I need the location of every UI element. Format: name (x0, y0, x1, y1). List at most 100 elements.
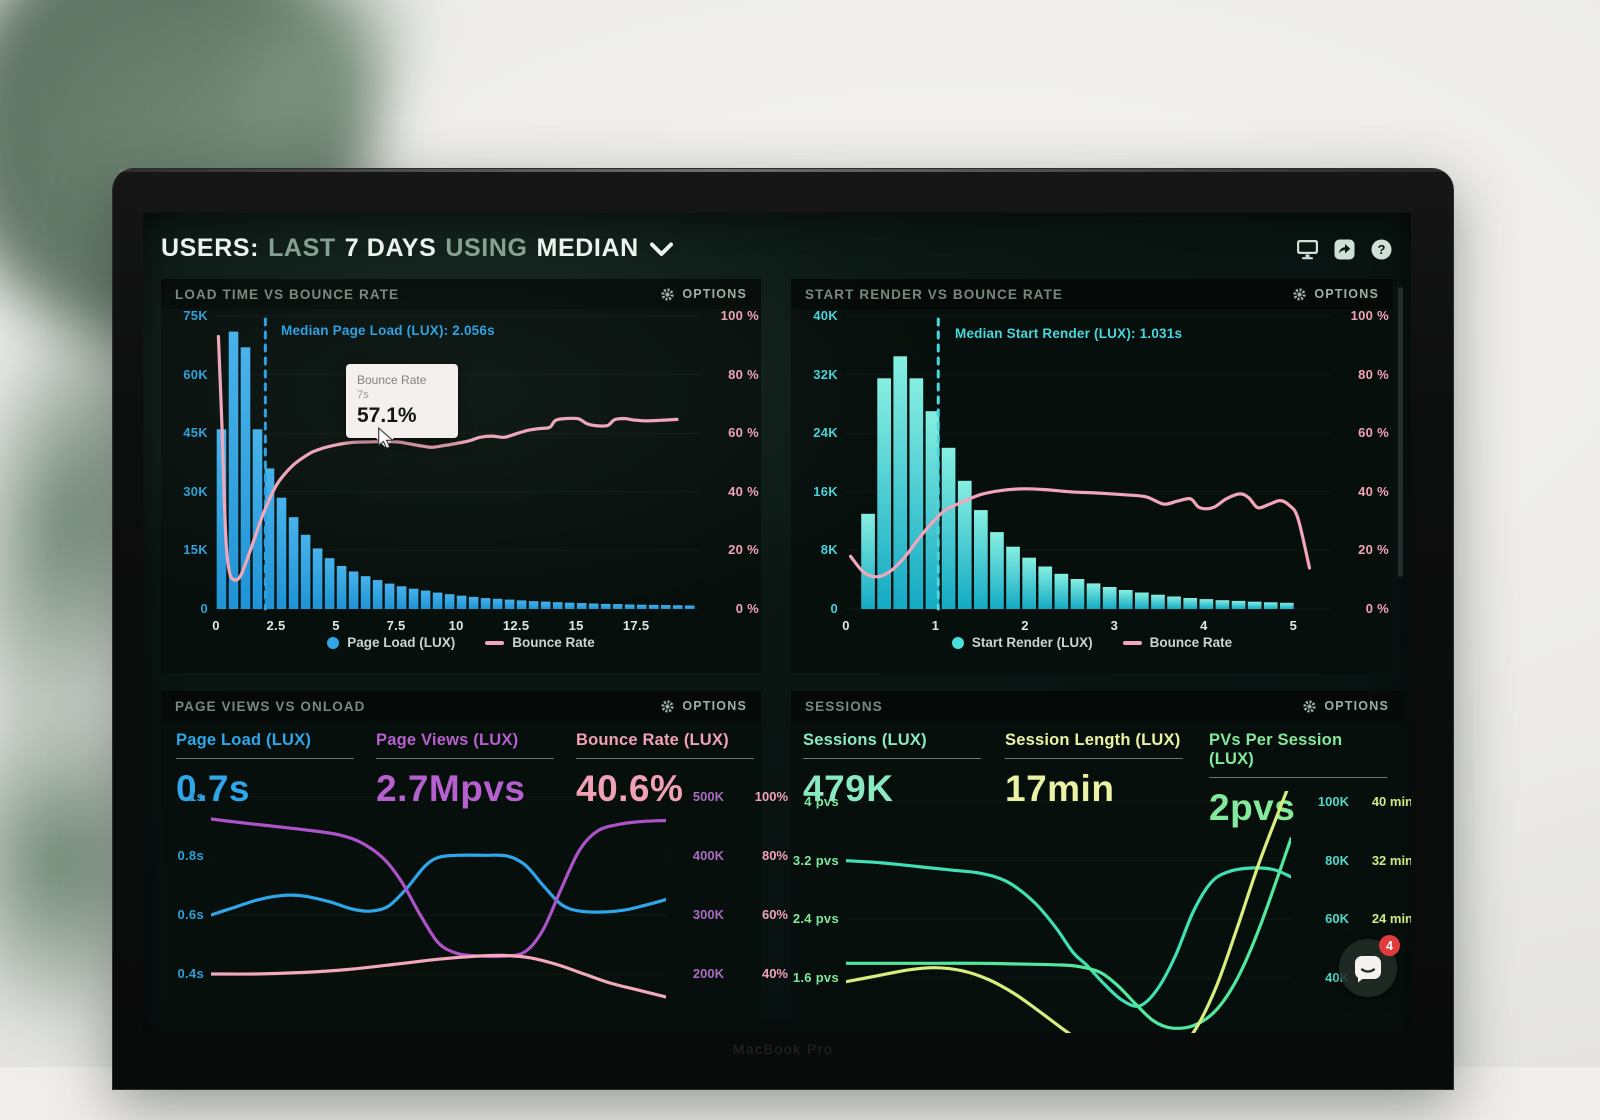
histogram-bar[interactable] (468, 596, 479, 609)
histogram-bar[interactable] (1247, 601, 1262, 609)
options-button[interactable]: OPTIONS (660, 287, 747, 302)
histogram-bar[interactable] (456, 595, 467, 609)
histogram-bar[interactable] (600, 603, 611, 609)
histogram-bar[interactable] (672, 605, 683, 609)
histogram-bar[interactable] (684, 605, 695, 610)
histogram-bar[interactable] (480, 598, 491, 609)
histogram-bar[interactable] (252, 429, 263, 609)
histogram-bar[interactable] (240, 347, 251, 609)
histogram-bar[interactable] (1280, 602, 1294, 609)
histogram-bar[interactable] (516, 600, 527, 609)
histogram-bar[interactable] (408, 588, 419, 609)
histogram-bar[interactable] (504, 599, 515, 609)
histogram-bar[interactable] (925, 411, 940, 609)
y-axis-tick: 3.2 pvs (792, 852, 839, 868)
histogram-bar[interactable] (348, 571, 359, 610)
histogram-bar[interactable] (1199, 599, 1214, 609)
histogram-bar[interactable] (336, 566, 347, 609)
histogram-bar[interactable] (909, 378, 924, 609)
histogram-bar[interactable] (360, 576, 371, 609)
sessions-chart[interactable]: 4 pvs 3.2 pvs 2.4 pvs 1.6 pvs 100K 40 min 80K 3… (791, 691, 1411, 1033)
histogram-bar[interactable] (1070, 579, 1085, 609)
page-title[interactable]: USERS: LAST 7 DAYS USING MEDIAN (161, 234, 673, 264)
histogram-bar[interactable] (957, 480, 972, 609)
chevron-down-icon[interactable] (649, 235, 673, 264)
chart-legend: Page Load (LUX) Bounce Rate (161, 635, 761, 650)
histogram-bar[interactable] (893, 356, 908, 609)
histogram-bar[interactable] (660, 605, 671, 609)
histogram-bar[interactable] (648, 604, 659, 609)
metric-value: 2.7Mpvs (376, 768, 526, 809)
histogram-bar[interactable] (974, 510, 988, 609)
histogram-bar[interactable] (1263, 602, 1278, 609)
histogram-bar[interactable] (528, 601, 539, 609)
histogram-bar[interactable] (1215, 600, 1230, 609)
right-tick-secondary: 80% (761, 847, 788, 863)
load-time-chart[interactable]: 75K 60K 45K 30K 15K 0 100 % 80 % 60 % 40 % 20 % 0 %… (161, 279, 761, 673)
x-axis-tick: 0 (842, 618, 850, 633)
metric-label: Page Load (LUX) (176, 731, 354, 759)
histogram-bar[interactable] (420, 590, 431, 609)
options-button[interactable]: OPTIONS (660, 699, 747, 714)
histogram-bar[interactable] (1167, 596, 1181, 610)
legend-label: Bounce Rate (1149, 635, 1233, 650)
histogram-bar[interactable] (1135, 592, 1149, 610)
histogram-bar[interactable] (636, 604, 647, 609)
chat-widget-button[interactable]: 4 (1339, 935, 1400, 997)
legend-label: Bounce Rate (512, 635, 595, 650)
page-views-onload-chart[interactable]: 1s 0.8s 0.6s 0.4s 500K 100% 400K 80% 300K 60% 200K… (161, 691, 788, 1033)
histogram-plot (216, 315, 701, 611)
histogram-bar[interactable] (1102, 587, 1117, 609)
histogram-bar[interactable] (372, 580, 383, 609)
histogram-bar[interactable] (1086, 583, 1101, 609)
title-segment: LAST (268, 234, 336, 262)
histogram-bar[interactable] (877, 378, 891, 609)
start-render-chart[interactable]: 40K 32K 24K 16K 8K 0 100 % 80 % 60 % 40 % 20 % 0 % 0… (791, 279, 1393, 673)
options-button[interactable]: OPTIONS (1292, 287, 1379, 302)
histogram-bar[interactable] (300, 534, 311, 609)
options-button[interactable]: OPTIONS (1302, 699, 1389, 714)
histogram-bar[interactable] (1231, 600, 1246, 609)
histogram-bar[interactable] (312, 548, 323, 609)
histogram-bar[interactable] (540, 601, 551, 609)
histogram-bar[interactable] (492, 598, 503, 609)
histogram-bar[interactable] (324, 558, 335, 609)
scrollbar-thumb[interactable] (1398, 287, 1403, 577)
histogram-bar[interactable] (576, 603, 587, 609)
histogram-bar[interactable] (1054, 573, 1069, 609)
histogram-bar[interactable] (228, 331, 239, 609)
histogram-bar[interactable] (432, 592, 443, 609)
histogram-bar[interactable] (1183, 598, 1198, 609)
histogram-bar[interactable] (216, 429, 227, 609)
histogram-bar[interactable] (396, 586, 407, 609)
histogram-bar[interactable] (444, 594, 455, 609)
histogram-bar[interactable] (1038, 566, 1053, 610)
share-icon[interactable] (1332, 238, 1356, 260)
histogram-bar[interactable] (1118, 590, 1133, 609)
histogram-bar[interactable] (1006, 546, 1020, 609)
median-annotation: Median Page Load (LUX): 2.056s (281, 323, 495, 338)
histogram-bar[interactable] (624, 604, 635, 610)
panel-load-time-vs-bounce-rate: LOAD TIME VS BOUNCE RATE OPTIONS 75K 60K 4… (161, 279, 761, 673)
help-icon[interactable]: ? (1369, 238, 1393, 260)
histogram-bar[interactable] (612, 604, 623, 609)
y-axis-right-tick: 100 % (720, 308, 759, 323)
display-icon[interactable] (1295, 238, 1319, 260)
histogram-bar[interactable] (588, 603, 599, 610)
histogram-bar[interactable] (861, 513, 875, 609)
histogram-bar[interactable] (276, 497, 287, 609)
tooltip-title: Bounce Rate (357, 373, 427, 387)
metric-page-load: Page Load (LUX) 0.7s (176, 731, 354, 810)
dashboard-header: USERS: LAST 7 DAYS USING MEDIAN ? (161, 227, 1393, 271)
histogram-bar[interactable] (288, 517, 299, 609)
panel-title: LOAD TIME VS BOUNCE RATE (175, 286, 400, 302)
histogram-bar[interactable] (990, 532, 1004, 609)
histogram-bar[interactable] (941, 447, 956, 609)
histogram-bar[interactable] (264, 468, 275, 609)
right-tick-secondary: 60% (761, 906, 788, 922)
histogram-bar[interactable] (1151, 594, 1165, 609)
histogram-bar[interactable] (564, 602, 575, 609)
histogram-bar[interactable] (1022, 557, 1036, 609)
histogram-bar[interactable] (384, 583, 395, 609)
histogram-bar[interactable] (552, 602, 563, 609)
